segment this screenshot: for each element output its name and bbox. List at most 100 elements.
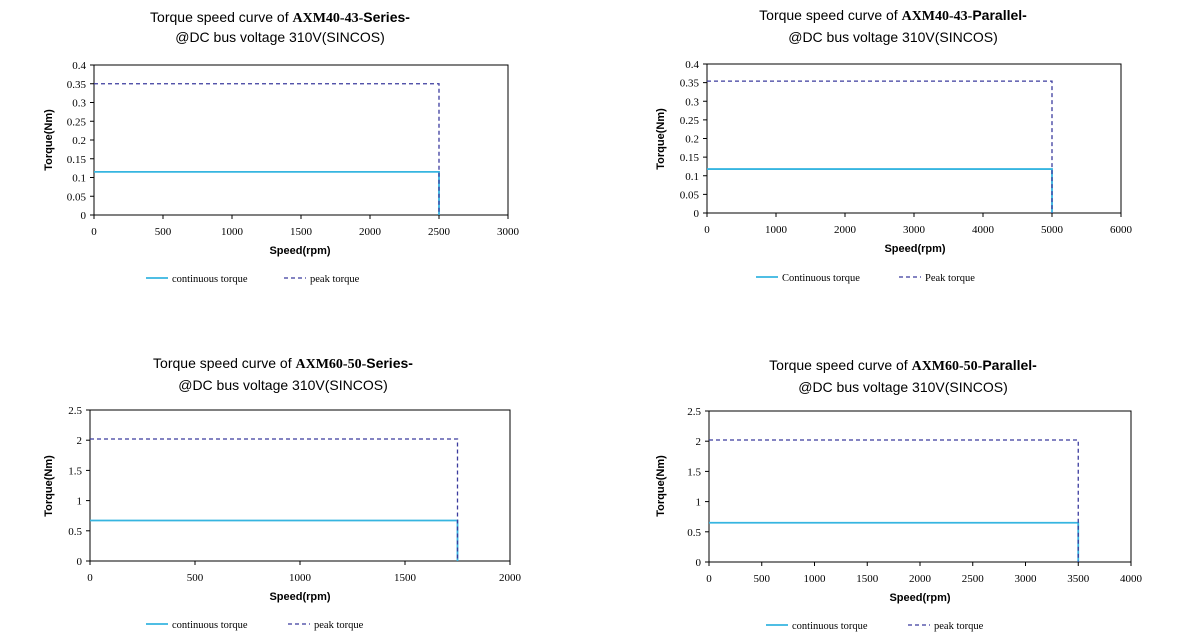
- legend-peak-torque: Peak torque: [925, 273, 975, 284]
- x-axis-label: Speed(rpm): [269, 245, 330, 257]
- y-tick-label: 0.35: [67, 79, 87, 91]
- legend-continuous-torque: continuous torque: [172, 274, 248, 285]
- plot-area: 0 0.5 1 1.5 2 2.5 0 500 1000 1500 2000: [68, 405, 521, 584]
- continuous-torque-line: [94, 170, 440, 215]
- legend-peak-torque: peak torque: [314, 620, 364, 631]
- continuous-torque-line: [707, 168, 1053, 213]
- y-tick-label: 0.05: [67, 191, 87, 203]
- chart-2-svg: Torque speed curve of AXM40-43-Parallel-…: [655, 7, 1133, 284]
- y-tick-label: 0.25: [67, 116, 87, 128]
- y-tick-label: 0.5: [687, 527, 701, 539]
- x-tick-label: 1000: [221, 226, 244, 238]
- plot-frame: [708, 410, 1132, 563]
- chart-title-line1: Torque speed curve of AXM40-43-Series-: [150, 9, 410, 26]
- y-tick-label: 0.4: [72, 60, 86, 72]
- x-tick-label: 1000: [765, 224, 788, 236]
- y-tick-label: 0: [696, 557, 702, 569]
- chart-title-line1: Torque speed curve of AXM60-50-Parallel-: [769, 357, 1037, 374]
- x-tick-label: 3000: [1015, 573, 1038, 585]
- legend-continuous-torque: Continuous torque: [782, 273, 860, 284]
- legend-peak-torque: peak torque: [934, 621, 984, 632]
- y-tick-label: 0: [81, 210, 87, 222]
- legend-continuous-torque: continuous torque: [792, 621, 868, 632]
- x-tick-label: 6000: [1110, 224, 1133, 236]
- x-tick-label: 500: [187, 572, 204, 584]
- peak-torque-line: [90, 438, 459, 561]
- x-axis-label: Speed(rpm): [269, 591, 330, 603]
- chart-3-svg: Torque speed curve of AXM60-50-Series- @…: [43, 355, 522, 631]
- plot-area: 0 0.05 0.1 0.15 0.2 0.25 0.3 0.35 0.4 0 500 1000 150…: [67, 60, 520, 238]
- x-tick-label: 2000: [909, 573, 932, 585]
- plot-frame: [93, 64, 509, 216]
- x-tick-label: 4000: [972, 224, 995, 236]
- x-tick-label: 500: [754, 573, 771, 585]
- x-tick-label: 0: [87, 572, 93, 584]
- chart-title: Torque speed curve of AXM40-43-Series- @…: [150, 9, 410, 45]
- x-tick-label: 3000: [903, 224, 926, 236]
- chart-4-svg: Torque speed curve of AXM60-50-Parallel-…: [655, 357, 1143, 632]
- x-axis-label: Speed(rpm): [889, 592, 950, 604]
- chart-subtitle: @DC bus voltage 310V(SINCOS): [175, 29, 385, 45]
- chart-subtitle: @DC bus voltage 310V(SINCOS): [798, 379, 1008, 395]
- y-tick-label: 0: [694, 208, 700, 220]
- x-tick-label: 5000: [1041, 224, 1064, 236]
- y-tick-label: 0.15: [67, 154, 87, 166]
- x-tick-label: 3000: [497, 226, 520, 238]
- y-tick-label: 0.3: [72, 98, 86, 110]
- plot-area: 0 0.5 1 1.5 2 2.5 0 500 1000 1500 2000 2500 3000 3500…: [687, 406, 1142, 585]
- chart-title: Torque speed curve of AXM40-43-Parallel-…: [759, 7, 1027, 45]
- chart-axm40-43-parallel: Torque speed curve of AXM40-43-Parallel-…: [588, 0, 1177, 318]
- x-tick-label: 2000: [499, 572, 522, 584]
- y-tick-label: 2.5: [687, 406, 701, 418]
- plot-frame: [89, 409, 511, 562]
- y-tick-label: 0.25: [680, 115, 700, 127]
- x-tick-label: 0: [704, 224, 710, 236]
- chart-subtitle: @DC bus voltage 310V(SINCOS): [788, 29, 998, 45]
- x-tick-label: 4000: [1120, 573, 1143, 585]
- chart-title: Torque speed curve of AXM60-50-Series- @…: [153, 355, 413, 393]
- legend: continuous torque peak torque: [146, 620, 364, 631]
- chart-axm40-43-series: Torque speed curve of AXM40-43-Series- @…: [0, 0, 588, 318]
- peak-torque-line: [709, 439, 1079, 562]
- y-tick-label: 0.15: [680, 152, 700, 164]
- x-tick-label: 0: [91, 226, 97, 238]
- x-tick-label: 1500: [290, 226, 313, 238]
- chart-axm60-50-series: Torque speed curve of AXM60-50-Series- @…: [0, 318, 588, 639]
- y-tick-label: 1: [696, 497, 702, 509]
- y-axis-label: Torque(Nm): [655, 108, 667, 170]
- y-tick-label: 1.5: [687, 466, 701, 478]
- y-tick-label: 0.4: [685, 59, 699, 71]
- y-tick-label: 2.5: [68, 405, 82, 417]
- legend: continuous torque peak torque: [766, 621, 984, 632]
- y-axis-label: Torque(Nm): [43, 109, 55, 171]
- y-tick-label: 0: [77, 556, 83, 568]
- y-axis-label: Torque(Nm): [43, 455, 55, 517]
- y-tick-label: 0.1: [685, 171, 699, 183]
- x-tick-label: 3500: [1067, 573, 1090, 585]
- y-tick-label: 0.3: [685, 96, 699, 108]
- y-tick-label: 0.1: [72, 173, 86, 185]
- legend-peak-torque: peak torque: [310, 274, 360, 285]
- continuous-torque-line: [709, 521, 1080, 562]
- x-tick-label: 0: [706, 573, 712, 585]
- peak-torque-line: [707, 80, 1053, 213]
- x-tick-label: 2000: [359, 226, 382, 238]
- chart-1-svg: Torque speed curve of AXM40-43-Series- @…: [43, 9, 520, 285]
- x-tick-label: 1000: [289, 572, 312, 584]
- y-tick-label: 1.5: [68, 465, 82, 477]
- x-tick-label: 2500: [962, 573, 985, 585]
- chart-subtitle: @DC bus voltage 310V(SINCOS): [178, 377, 388, 393]
- chart-title-line1: Torque speed curve of AXM60-50-Series-: [153, 355, 413, 372]
- x-axis-label: Speed(rpm): [884, 243, 945, 255]
- x-tick-label: 2000: [834, 224, 857, 236]
- legend: Continuous torque Peak torque: [756, 273, 975, 284]
- x-tick-label: 2500: [428, 226, 451, 238]
- chart-title: Torque speed curve of AXM60-50-Parallel-…: [769, 357, 1037, 395]
- y-tick-label: 0.5: [68, 526, 82, 538]
- chart-title-line1: Torque speed curve of AXM40-43-Parallel-: [759, 7, 1027, 24]
- legend-continuous-torque: continuous torque: [172, 620, 248, 631]
- plot-frame: [706, 63, 1122, 214]
- x-tick-label: 1000: [804, 573, 827, 585]
- x-tick-label: 500: [155, 226, 172, 238]
- y-tick-label: 0.2: [72, 135, 86, 147]
